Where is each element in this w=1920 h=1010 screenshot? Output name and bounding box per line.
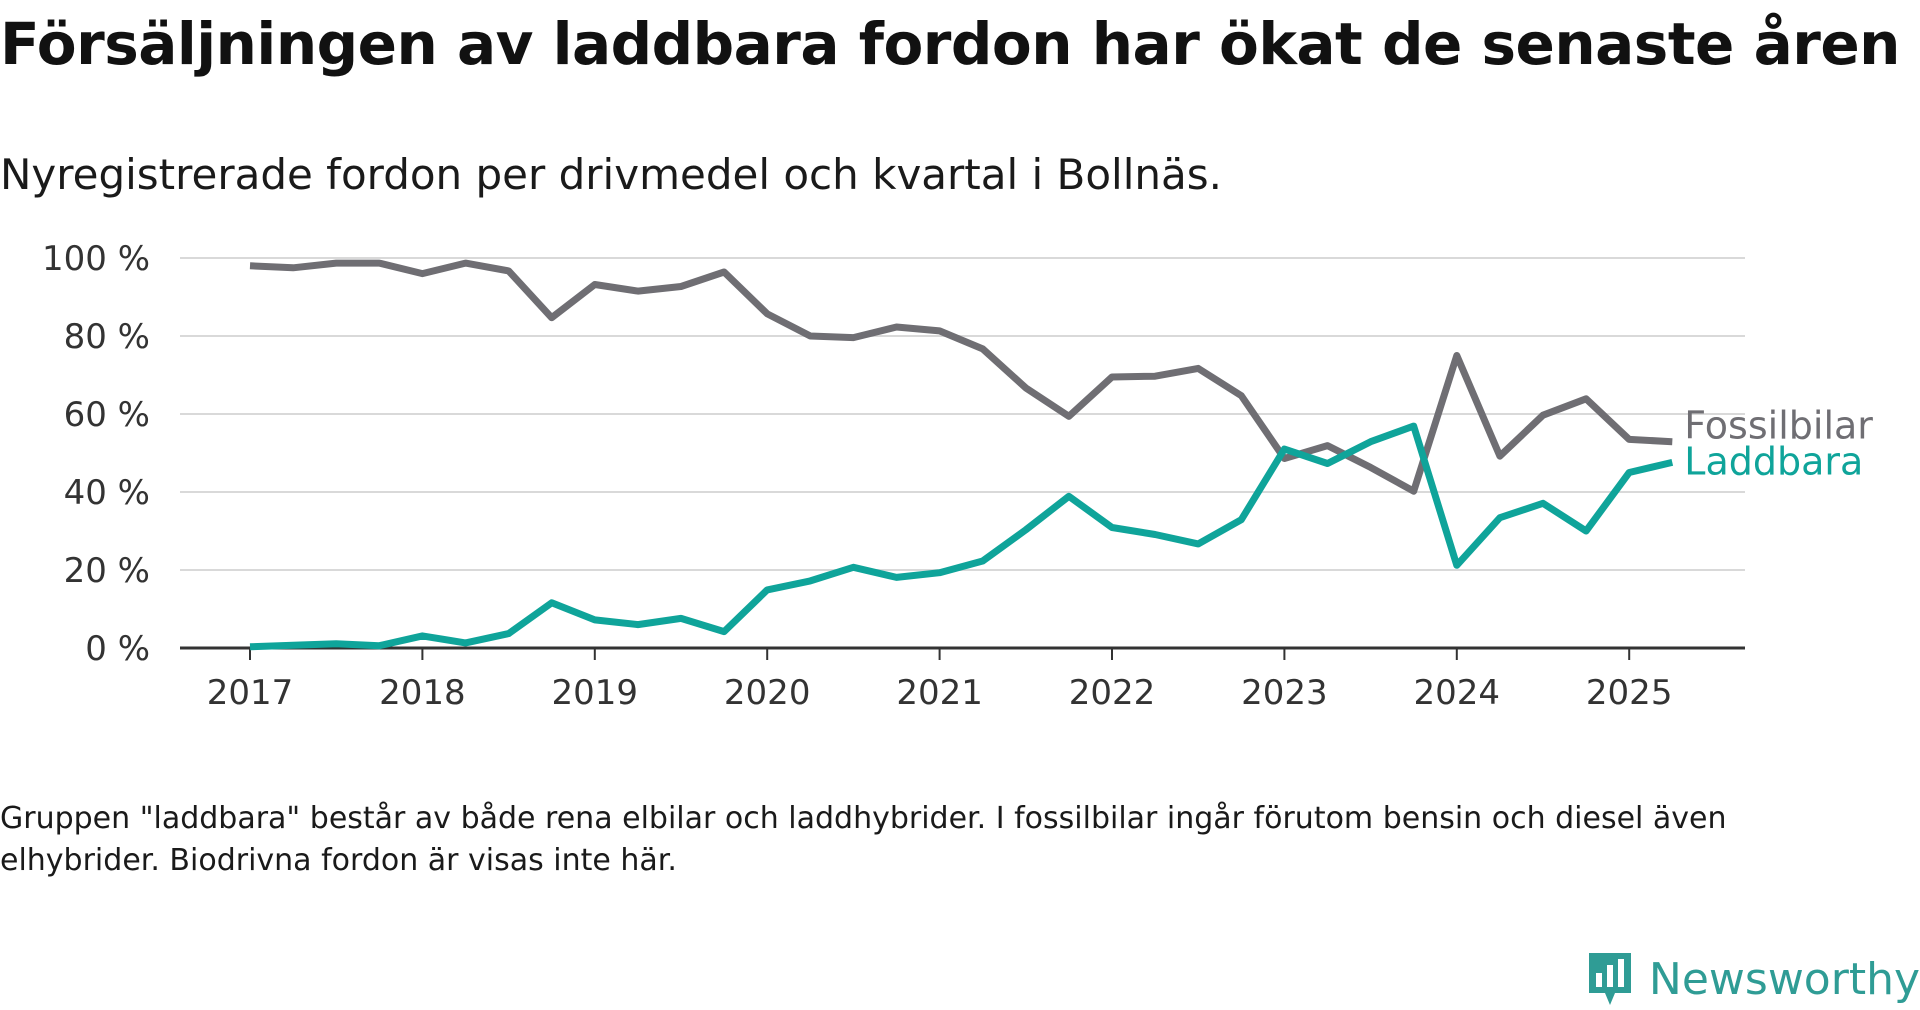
x-tick-label: 2023	[1241, 673, 1328, 713]
x-tick-label: 2021	[896, 673, 983, 713]
y-axis: 0 % 20 % 40 % 60 % 80 % 100 %	[42, 239, 150, 669]
chart-subtitle: Nyregistrerade fordon per drivmedel och …	[0, 150, 1222, 199]
series-label-fossilbilar: Fossilbilar	[1684, 404, 1873, 448]
gridlines	[180, 257, 1745, 571]
y-tick-label: 80 %	[64, 317, 150, 357]
y-tick-label: 20 %	[64, 551, 150, 591]
y-tick-label: 60 %	[64, 395, 150, 435]
y-tick-label: 0 %	[85, 629, 150, 669]
x-tick-label: 2025	[1586, 673, 1673, 713]
x-axis-ticks: 2017 2018 2019 2020 2021 2022 2023 2024 2025	[207, 648, 1673, 713]
chart-title: Försäljningen av laddbara fordon har öka…	[0, 10, 1900, 78]
newsworthy-logo-icon	[1588, 953, 1631, 1005]
line-chart: 0 % 20 % 40 % 60 % 80 % 100 % 2017 2018 2019 202…	[42, 239, 1873, 713]
series-line-laddbara	[249, 422, 1674, 651]
series-line-fossilbilar	[249, 259, 1673, 495]
brand-logo: Newsworthy	[1585, 948, 1920, 1010]
x-tick-label: 2022	[1069, 673, 1156, 713]
x-tick-label: 2019	[552, 673, 639, 713]
footnote: Gruppen "laddbara" består av både rena e…	[0, 801, 1727, 878]
y-tick-label: 100 %	[42, 239, 150, 279]
series-label-laddbara: Laddbara	[1684, 439, 1863, 483]
series-lines	[249, 259, 1674, 651]
x-tick-label: 2024	[1414, 673, 1501, 713]
x-tick-label: 2017	[207, 673, 294, 713]
x-tick-label: 2020	[724, 673, 811, 713]
brand-name: Newsworthy	[1648, 953, 1920, 1005]
y-tick-label: 40 %	[64, 473, 150, 513]
x-tick-label: 2018	[379, 673, 466, 713]
